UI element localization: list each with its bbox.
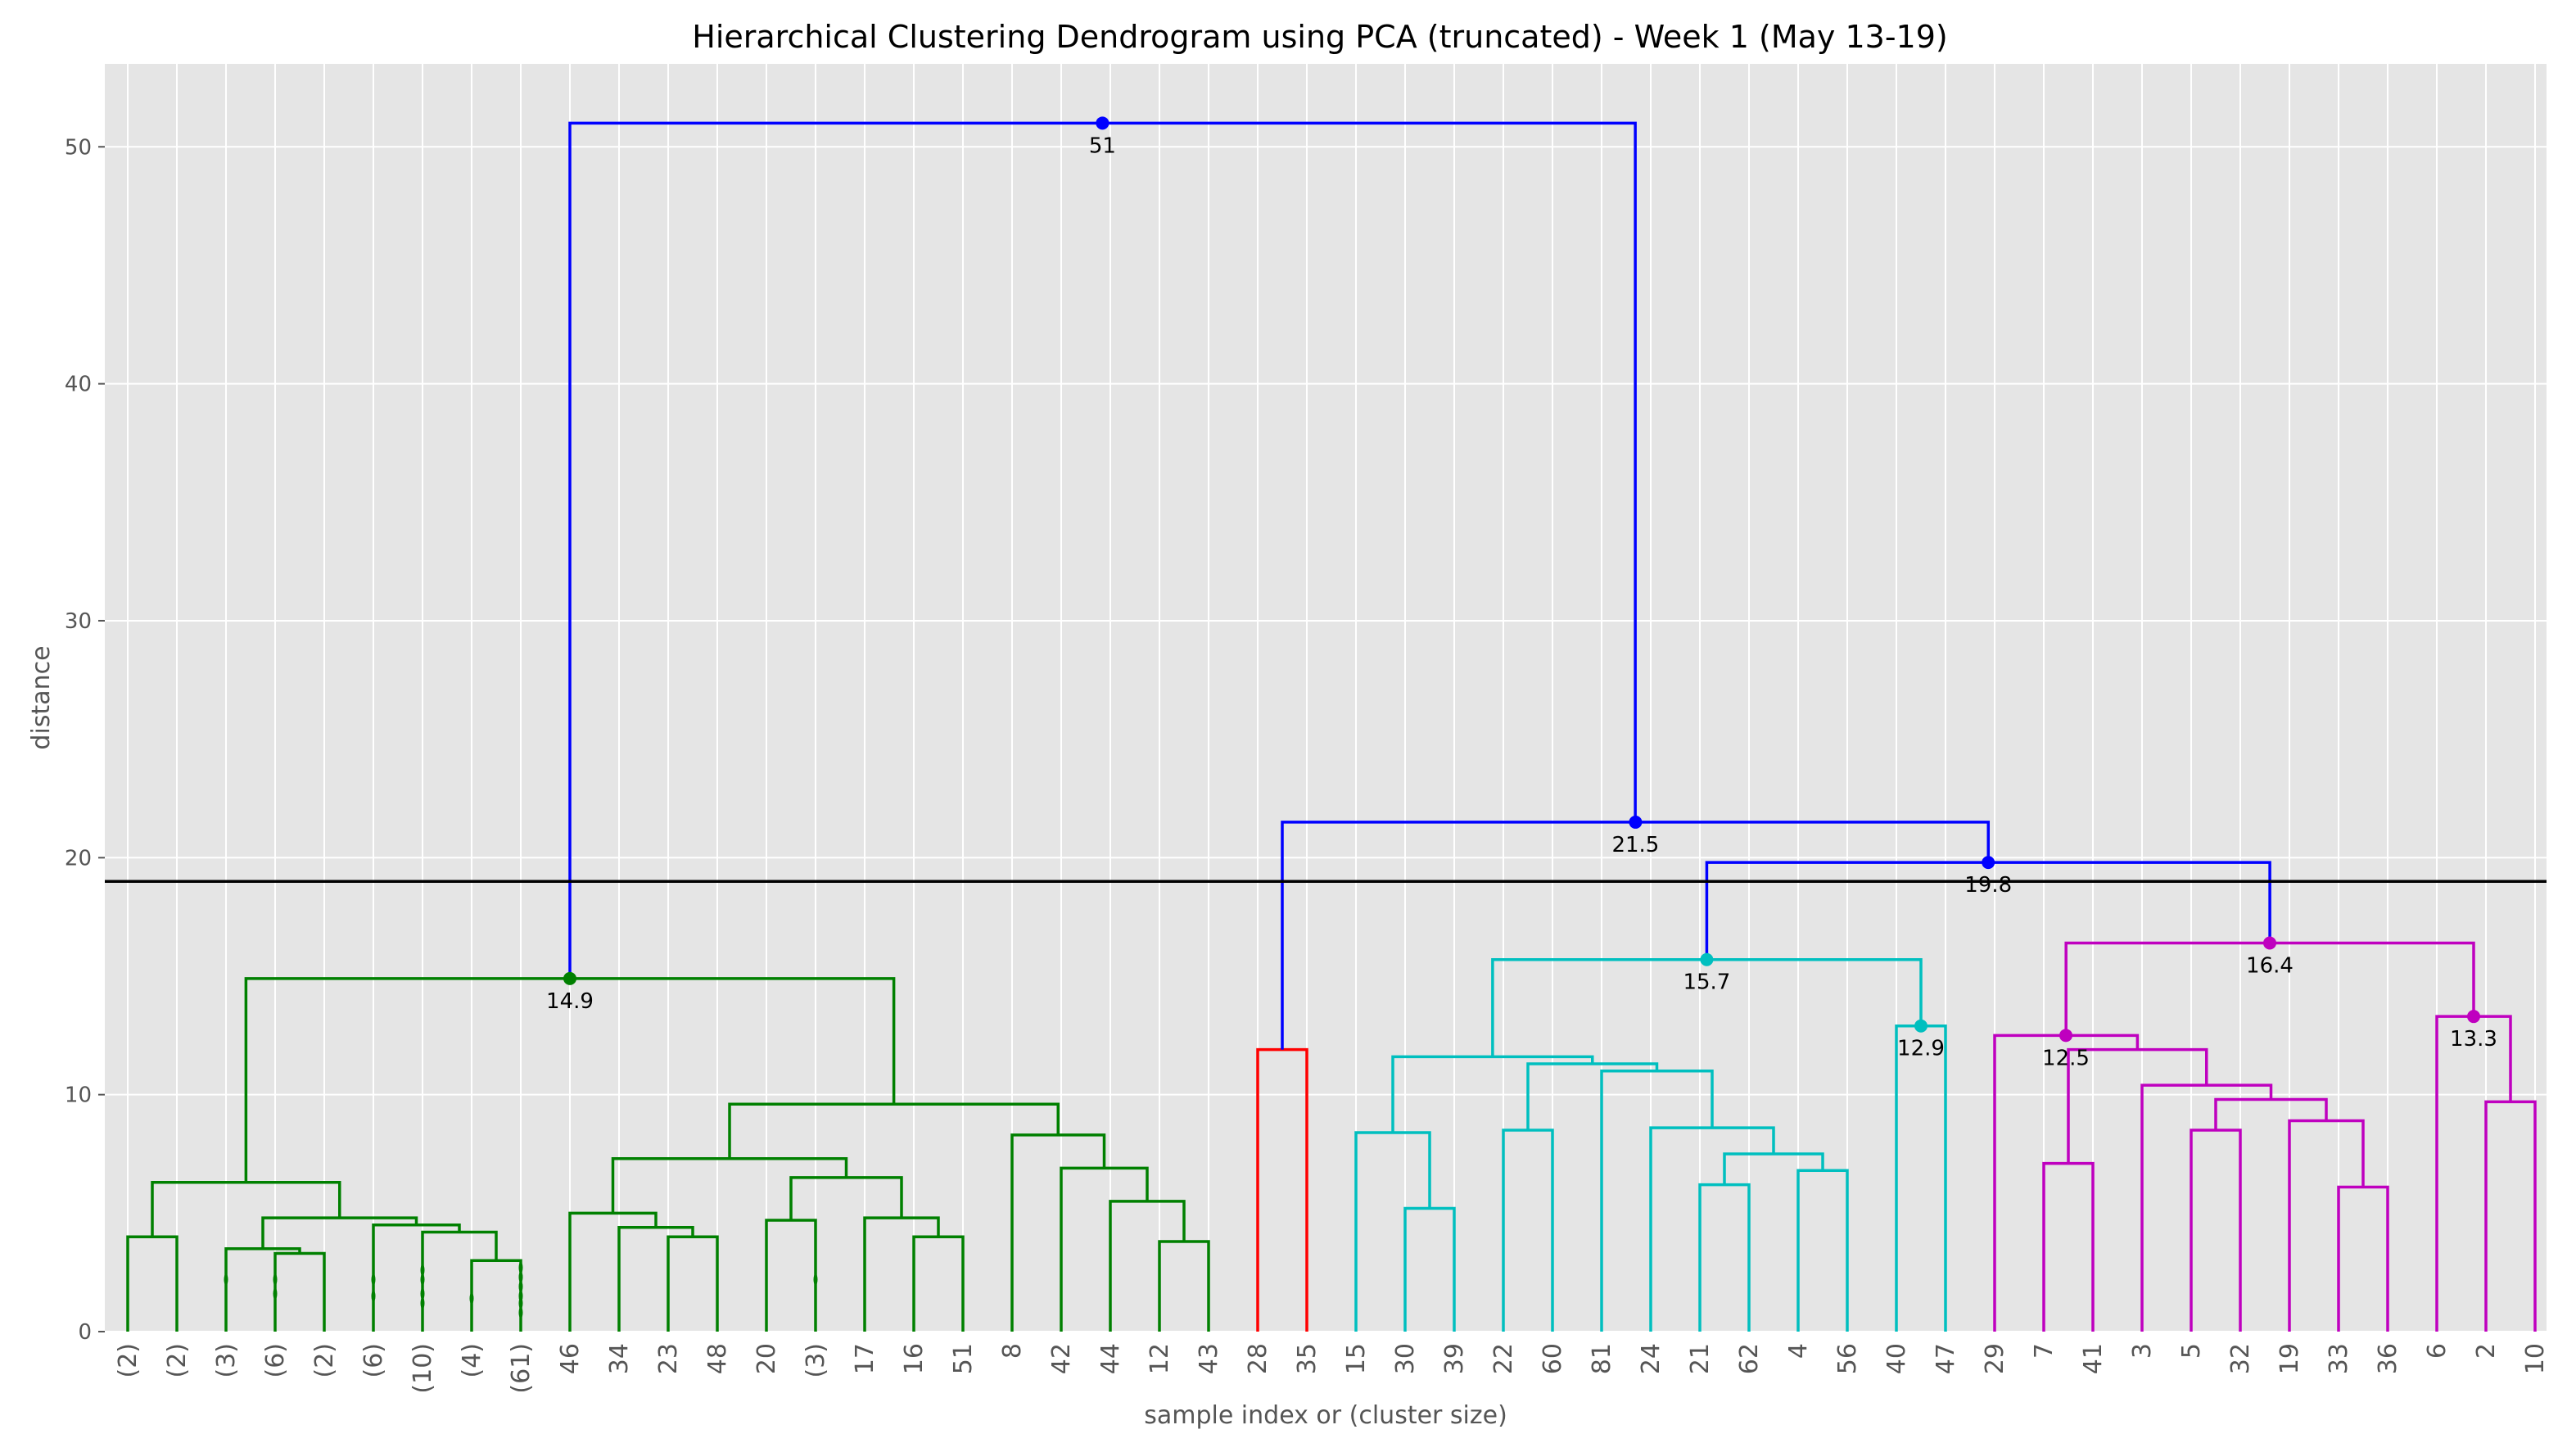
x-axis-label: sample index or (cluster size) bbox=[1144, 1401, 1507, 1430]
merge-distance-label: 51 bbox=[1089, 133, 1116, 158]
x-tick-label: 8 bbox=[998, 1343, 1027, 1359]
x-tick-label: 60 bbox=[1539, 1343, 1567, 1374]
truncation-mark bbox=[518, 1306, 523, 1319]
plot-area bbox=[105, 64, 2547, 1332]
x-tick-label: 32 bbox=[2226, 1343, 2255, 1374]
merge-point bbox=[1914, 1019, 1927, 1033]
truncation-mark bbox=[371, 1273, 376, 1286]
merge-distance-label: 21.5 bbox=[1611, 833, 1659, 857]
truncation-mark bbox=[518, 1281, 523, 1293]
x-tick-label: 10 bbox=[2521, 1343, 2550, 1374]
merge-point bbox=[1700, 952, 1714, 966]
merge-distance-label: 12.5 bbox=[2042, 1046, 2090, 1070]
merge-point bbox=[1096, 116, 1109, 130]
x-axis-ticks: (2) (2) (3) (6) (2) (6) (10) (4) (61) 46 34 23 48 20(… bbox=[114, 1343, 2550, 1394]
truncation-mark bbox=[224, 1273, 228, 1286]
x-tick-label: 81 bbox=[1588, 1343, 1616, 1374]
y-tick-label: 10 bbox=[65, 1083, 92, 1108]
merge-distance-label: 15.7 bbox=[1683, 970, 1730, 995]
x-tick-label: 34 bbox=[605, 1343, 634, 1374]
x-tick-label: 30 bbox=[1391, 1343, 1420, 1374]
truncation-mark bbox=[371, 1290, 376, 1302]
x-tick-label: 29 bbox=[1981, 1343, 2009, 1374]
x-tick-label: 20 bbox=[752, 1343, 781, 1374]
x-tick-label: 48 bbox=[703, 1343, 732, 1374]
truncation-mark bbox=[420, 1297, 425, 1310]
merge-distance-label: 12.9 bbox=[1897, 1037, 1945, 1061]
x-tick-label: 40 bbox=[1882, 1343, 1911, 1374]
x-tick-label: 42 bbox=[1047, 1343, 1076, 1374]
x-tick-label: 35 bbox=[1293, 1343, 1322, 1374]
y-tick-label: 20 bbox=[65, 846, 92, 871]
x-tick-label: 12 bbox=[1146, 1343, 1174, 1374]
merge-distance-label: 19.8 bbox=[1964, 873, 2012, 898]
x-tick-label: 21 bbox=[1686, 1343, 1715, 1374]
merge-point bbox=[2263, 936, 2276, 950]
x-tick-label: 46 bbox=[556, 1343, 585, 1374]
merge-distance-label: 13.3 bbox=[2450, 1027, 2497, 1052]
chart-title: Hierarchical Clustering Dendrogram using… bbox=[692, 19, 1947, 55]
y-tick-label: 30 bbox=[65, 609, 92, 634]
merge-points: 14.9 51 21.5 19.8 15.7 12.9 16.4 12.5 13.3 bbox=[546, 116, 2497, 1070]
merge-point bbox=[563, 971, 576, 985]
x-tick-label: 24 bbox=[1637, 1343, 1665, 1374]
truncation-mark bbox=[518, 1261, 523, 1273]
x-tick-label: (6) bbox=[359, 1343, 388, 1378]
truncation-mark bbox=[813, 1273, 818, 1286]
x-tick-label: 6 bbox=[2423, 1343, 2452, 1359]
x-tick-label: (3) bbox=[802, 1343, 830, 1378]
truncation-mark bbox=[420, 1273, 425, 1286]
x-tick-label: 44 bbox=[1096, 1343, 1125, 1374]
y-tick-label: 50 bbox=[65, 135, 92, 160]
x-tick-label: (61) bbox=[507, 1343, 536, 1394]
x-tick-label: 17 bbox=[851, 1343, 879, 1374]
x-tick-label: (10) bbox=[409, 1343, 437, 1394]
x-tick-label: (6) bbox=[261, 1343, 290, 1378]
truncation-marks bbox=[224, 1261, 818, 1319]
x-tick-label: 41 bbox=[2079, 1343, 2108, 1374]
truncation-mark bbox=[273, 1287, 278, 1300]
y-axis-label: distance bbox=[27, 645, 56, 749]
truncation-mark bbox=[420, 1264, 425, 1276]
x-tick-label: 3 bbox=[2128, 1343, 2157, 1359]
truncation-mark bbox=[273, 1273, 278, 1286]
x-tick-label: 19 bbox=[2275, 1343, 2304, 1374]
y-tick-label: 40 bbox=[65, 373, 92, 397]
x-tick-label: 22 bbox=[1489, 1343, 1518, 1374]
x-tick-label: 28 bbox=[1244, 1343, 1272, 1374]
x-tick-label: 15 bbox=[1342, 1343, 1371, 1374]
truncation-mark bbox=[518, 1290, 523, 1302]
x-tick-label: 47 bbox=[1932, 1343, 1960, 1374]
merge-distance-label: 14.9 bbox=[546, 989, 594, 1014]
truncation-mark bbox=[469, 1292, 474, 1305]
x-tick-label: 23 bbox=[654, 1343, 683, 1374]
x-tick-label: 7 bbox=[2030, 1343, 2059, 1359]
y-tick-label: 0 bbox=[78, 1320, 92, 1345]
merge-point bbox=[2467, 1010, 2480, 1024]
x-tick-label: (2) bbox=[163, 1343, 192, 1378]
merge-point bbox=[1982, 856, 1995, 870]
x-tick-label: 4 bbox=[1784, 1343, 1813, 1359]
merge-point bbox=[2059, 1029, 2072, 1043]
x-tick-label: 16 bbox=[900, 1343, 929, 1374]
x-tick-label: 5 bbox=[2177, 1343, 2206, 1359]
y-axis-ticks: 0 10 20 30 40 50 bbox=[65, 135, 105, 1345]
x-tick-label: (2) bbox=[310, 1343, 339, 1378]
x-tick-label: 39 bbox=[1440, 1343, 1469, 1374]
merge-distance-label: 16.4 bbox=[2246, 953, 2294, 978]
x-tick-label: 62 bbox=[1735, 1343, 1764, 1374]
x-tick-label: 43 bbox=[1195, 1343, 1223, 1374]
x-tick-label: 33 bbox=[2325, 1343, 2353, 1374]
x-tick-label: 51 bbox=[949, 1343, 978, 1374]
x-tick-label: (3) bbox=[212, 1343, 241, 1378]
truncation-mark bbox=[518, 1271, 523, 1283]
x-tick-label: (4) bbox=[458, 1343, 486, 1378]
truncation-mark bbox=[420, 1287, 425, 1300]
x-tick-label: 2 bbox=[2472, 1343, 2501, 1359]
x-tick-label: 36 bbox=[2374, 1343, 2402, 1374]
x-tick-label: (2) bbox=[114, 1343, 142, 1378]
x-tick-label: 56 bbox=[1833, 1343, 1862, 1374]
merge-point bbox=[1629, 815, 1643, 829]
